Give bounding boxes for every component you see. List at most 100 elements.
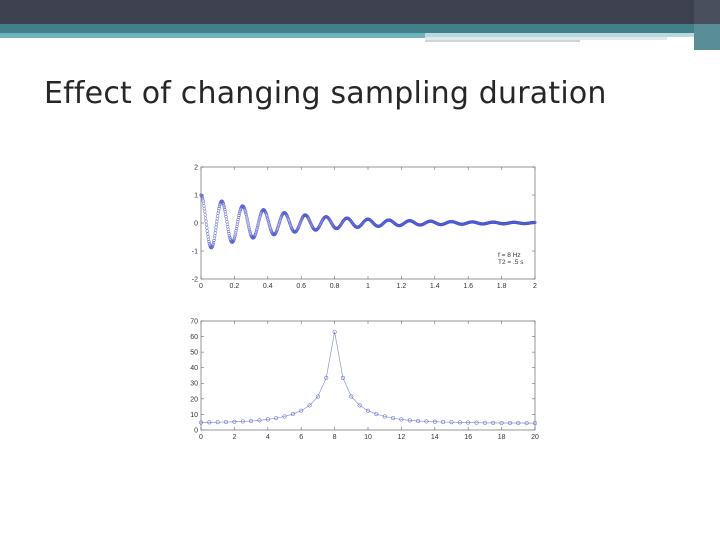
bottom-series-point: [299, 408, 304, 413]
top-series-point: [216, 214, 220, 218]
top-series-point: [225, 220, 229, 224]
top-series-point: [204, 223, 209, 227]
bottom-x-tick-label: 20: [531, 434, 539, 441]
bottom-series-point: [399, 417, 404, 422]
bottom-series-point: [324, 375, 329, 380]
top-series-point: [247, 226, 251, 230]
bottom-series-point: [474, 420, 479, 425]
top-series-point: [267, 222, 271, 226]
top-series-point: [204, 219, 208, 223]
top-series-point: [200, 195, 204, 199]
top-series-point: [210, 245, 214, 250]
bottom-series-point: [441, 420, 446, 425]
bottom-series-point: [257, 418, 262, 423]
top-series-point: [202, 204, 206, 208]
top-series-point: [265, 215, 270, 220]
top-series-point: [207, 241, 211, 246]
bottom-x-tick-label: 6: [299, 434, 303, 441]
top-x-tick-label: 1.2: [397, 283, 407, 290]
top-series-point: [206, 237, 211, 241]
top-series-point: [284, 212, 288, 216]
top-series-point: [205, 226, 209, 230]
top-series-point: [215, 219, 219, 224]
top-series-point: [257, 218, 261, 223]
bottom-y-tick-label: 40: [190, 365, 198, 372]
bottom-series-point: [349, 394, 354, 399]
top-series-point: [207, 239, 211, 244]
bottom-series-point: [340, 375, 345, 380]
top-series-point: [246, 224, 251, 228]
bottom-y-tick-label: 70: [190, 318, 198, 325]
bottom-series-point: [215, 420, 220, 425]
top-series-point: [243, 207, 247, 212]
top-y-tick-label: 1: [194, 192, 198, 199]
top-series-point: [246, 220, 250, 224]
top-series-point: [258, 215, 262, 219]
top-series-point: [236, 218, 240, 222]
bottom-x-tick-label: 14: [431, 434, 439, 441]
bottom-series-point: [198, 420, 204, 425]
top-series-point: [220, 199, 224, 204]
top-x-tick-label: 2: [533, 283, 537, 290]
top-series-point: [234, 229, 238, 233]
slide-title: Effect of changing sampling duration: [44, 76, 607, 111]
bottom-series-point: [407, 418, 412, 423]
header-teal-band: [0, 24, 694, 33]
top-x-tick-label: 0.4: [263, 283, 273, 290]
top-series-point: [203, 213, 207, 217]
bottom-series-point: [432, 419, 437, 424]
top-series-point: [244, 212, 248, 216]
header-faint-band: [425, 37, 667, 40]
top-y-tick-label: 0: [194, 220, 198, 227]
bottom-series-point: [357, 403, 362, 408]
top-series-point: [201, 199, 205, 203]
top-y-tick-label: -1: [192, 248, 198, 255]
top-series-point: [224, 212, 228, 216]
bottom-plot-frame: [200, 320, 536, 431]
top-series-point: [248, 229, 252, 233]
top-annotation-line: f = 8 Hz: [498, 252, 521, 259]
top-y-tick-label: -2: [192, 276, 198, 283]
bottom-series-point: [416, 418, 421, 424]
bottom-x-tick-label: 12: [398, 434, 406, 441]
bottom-series-point: [365, 408, 371, 413]
top-series-point: [533, 220, 537, 225]
bottom-series-point: [224, 420, 229, 425]
bottom-x-tick-label: 16: [464, 434, 472, 441]
top-series-point: [212, 238, 216, 243]
top-series-point: [211, 242, 215, 246]
bottom-x-tick-label: 2: [232, 434, 236, 441]
top-series-point: [244, 210, 248, 215]
top-series-point: [265, 214, 269, 218]
bottom-series-point: [516, 420, 521, 426]
top-series-point: [227, 234, 232, 238]
top-series-point: [215, 217, 219, 221]
top-series-point: [245, 218, 249, 222]
top-series-point: [267, 220, 271, 224]
bottom-y-tick-label: 0: [194, 427, 198, 434]
top-series-point: [235, 222, 239, 226]
top-series-point: [236, 220, 240, 224]
top-series-point: [226, 229, 231, 234]
top-series-point: [267, 223, 272, 227]
top-series-point: [233, 234, 237, 239]
top-series-point: [223, 207, 227, 212]
bottom-series-point: [457, 420, 462, 425]
top-series-point: [234, 227, 239, 231]
top-series-point: [236, 215, 241, 220]
top-series-point: [237, 213, 241, 218]
top-series-point: [202, 206, 206, 211]
bottom-series-point: [482, 420, 487, 425]
top-series-point: [222, 204, 226, 208]
bottom-series-point: [424, 419, 429, 424]
top-series-point: [254, 229, 259, 233]
top-series-point: [254, 231, 258, 236]
bottom-series-point: [449, 420, 454, 425]
bottom-x-tick-label: 0: [199, 434, 203, 441]
top-x-tick-label: 0: [199, 283, 203, 290]
bottom-y-tick-label: 50: [190, 350, 198, 357]
top-series-point: [203, 216, 208, 220]
top-series-point: [256, 224, 260, 228]
top-series-point: [212, 236, 216, 240]
bottom-series-point: [290, 412, 295, 417]
